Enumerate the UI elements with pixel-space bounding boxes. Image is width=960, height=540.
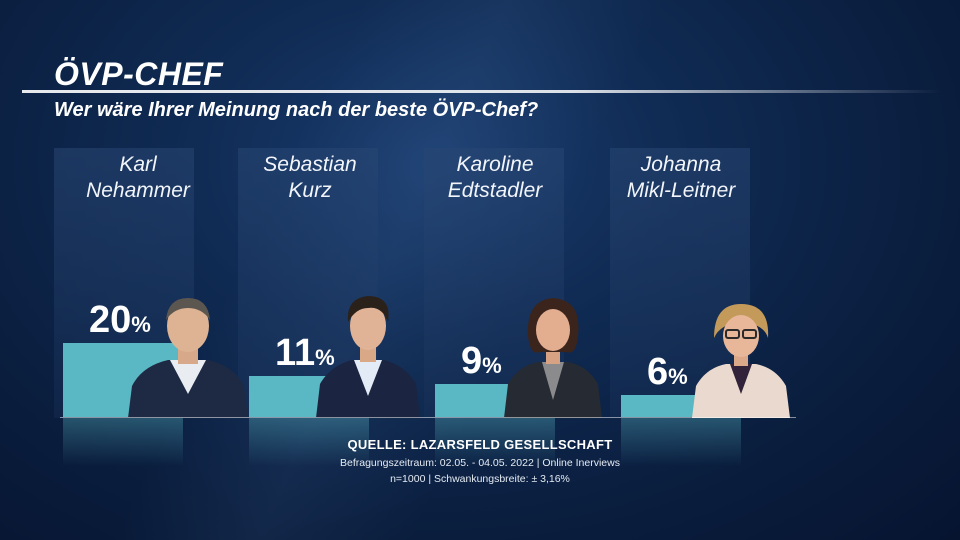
candidate-name-1: Karl Nehammer	[43, 152, 233, 204]
title-divider	[22, 90, 942, 93]
candidate-name-2-line-2: Kurz	[288, 179, 332, 202]
bar-reflection-4	[621, 418, 741, 466]
source-label: QUELLE: LAZARSFELD GESELLSCHAFT	[347, 437, 613, 452]
candidate-name-2: Sebastian Kurz	[215, 152, 405, 204]
portrait-karl-nehammer	[128, 298, 248, 418]
value-label-1-sign: %	[131, 312, 151, 337]
candidate-name-4: Johanna Mikl-Leitner	[586, 152, 776, 204]
chart-baseline	[60, 417, 796, 418]
value-label-2-sign: %	[315, 345, 335, 370]
value-label-4: 6%	[647, 351, 688, 394]
bar-reflection-2	[249, 418, 369, 466]
portrait-karoline-edtstadler	[504, 298, 602, 418]
survey-period-note: Befragungszeitraum: 02.05. - 04.05. 2022…	[340, 457, 620, 469]
portrait-sebastian-kurz	[316, 296, 420, 418]
sample-size-note: n=1000 | Schwankungsbreite: ± 3,16%	[390, 473, 570, 485]
value-label-4-number: 6	[647, 351, 669, 393]
value-label-2: 11%	[275, 332, 335, 375]
candidate-name-2-line-1: Sebastian	[263, 153, 357, 176]
candidate-name-4-line-2: Mikl-Leitner	[626, 179, 736, 202]
value-label-3: 9%	[461, 340, 502, 383]
bar-reflection-1	[63, 418, 183, 466]
bar-reflection-3	[435, 418, 555, 466]
portrait-johanna-mikl-leitner	[692, 304, 790, 418]
candidate-name-3-line-2: Edtstadler	[447, 179, 543, 202]
candidate-name-3: Karoline Edtstadler	[400, 152, 590, 204]
value-label-2-number: 11	[275, 332, 316, 374]
value-label-1: 20%	[89, 299, 151, 342]
value-label-4-sign: %	[668, 364, 688, 389]
candidate-name-3-line-1: Karoline	[456, 153, 534, 176]
value-label-1-number: 20	[89, 299, 132, 341]
page-subtitle: Wer wäre Ihrer Meinung nach der beste ÖV…	[54, 99, 539, 121]
candidate-name-1-line-1: Karl	[119, 153, 157, 176]
candidate-name-1-line-2: Nehammer	[86, 179, 190, 202]
page-title: ÖVP-CHEF	[54, 56, 224, 92]
value-label-3-number: 9	[461, 340, 483, 382]
candidate-name-4-line-1: Johanna	[640, 153, 722, 176]
value-label-3-sign: %	[482, 353, 502, 378]
